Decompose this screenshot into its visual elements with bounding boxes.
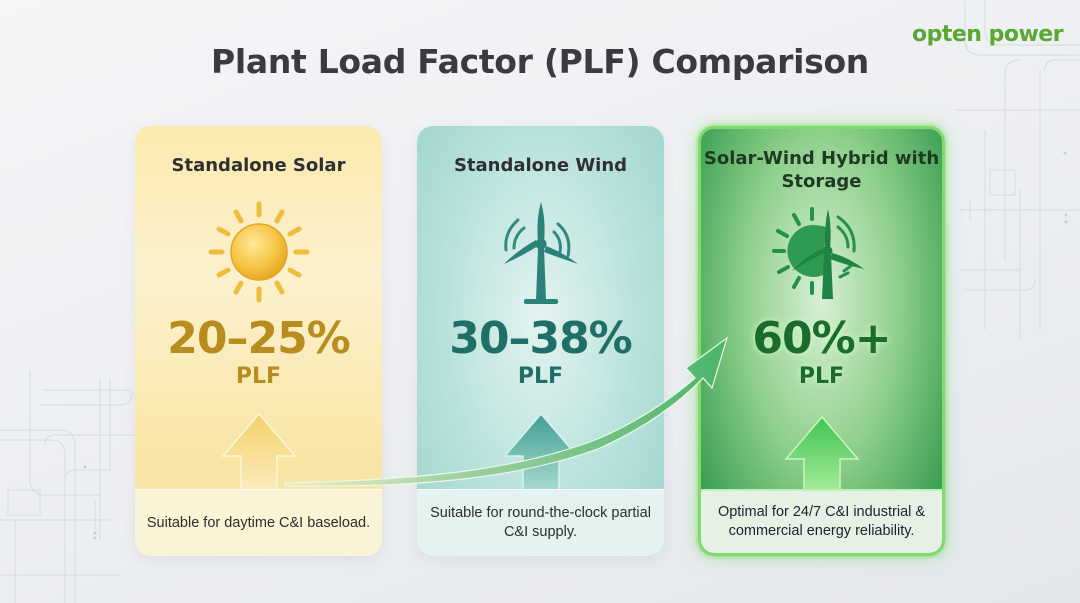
plf-unit-label: PLF	[517, 364, 564, 389]
page-title: Plant Load Factor (PLF) Comparison	[210, 42, 870, 81]
plf-value: 60%+	[752, 313, 891, 364]
card-description: Suitable for daytime C&I baseload.	[135, 489, 382, 556]
wind-turbine-icon	[496, 200, 586, 310]
sun-wind-hybrid-icon	[771, 205, 872, 305]
plf-value: 30–38%	[449, 313, 633, 364]
arrow-up-icon	[220, 412, 297, 491]
card-solar-wind-hybrid: Solar-Wind Hybrid with Storage	[698, 126, 945, 556]
plf-value: 20–25%	[167, 313, 351, 364]
card-title: Standalone Wind	[453, 155, 628, 176]
plf-unit-label: PLF	[235, 364, 282, 389]
card-title: Solar-Wind Hybrid with Storage	[703, 148, 940, 192]
card-standalone-wind: Standalone Wind 30–38% PLF	[417, 126, 664, 556]
card-description: Optimal for 24/7 C&I industrial & commer…	[701, 489, 942, 553]
brand-logo: opten power	[912, 22, 1064, 47]
sun-icon	[207, 200, 311, 304]
arrow-up-icon	[502, 412, 579, 491]
card-title: Standalone Solar	[171, 155, 346, 176]
card-standalone-solar: Standalone Solar	[135, 126, 382, 556]
arrow-up-icon	[783, 415, 860, 494]
plf-unit-label: PLF	[798, 364, 845, 389]
card-description: Suitable for round-the-clock partial C&I…	[417, 489, 664, 556]
brand-name: opten power	[912, 22, 1064, 47]
